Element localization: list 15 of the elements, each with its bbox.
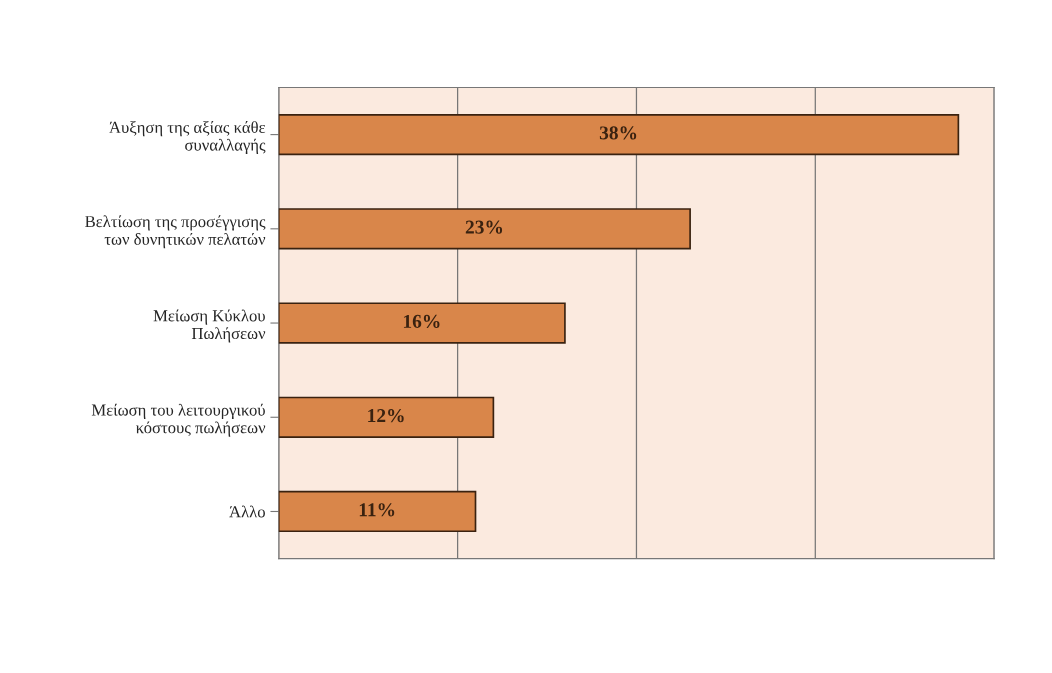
bar [278,396,495,438]
bar [278,208,691,250]
data-label: 12% [368,409,404,423]
bar [278,302,566,344]
y-tick-label: Βελτίωση της προσέγγισης των δυνητικών πελατών [85,215,266,249]
y-tick-label: Άλλο [229,505,265,518]
y-tick-label: Μείωση Κύκλου Πωλήσεων [153,309,266,343]
data-label: 38% [599,126,637,140]
data-label: 23% [465,220,503,234]
data-label: 16% [403,314,440,328]
bar [278,113,960,156]
bar [278,490,477,533]
y-tick-label: Άυξηση της αξίας κάθε συναλλαγής [109,121,266,155]
data-label: 11% [359,503,395,517]
y-tick-label: Μείωση του λειτουργικού κόστους πωλήσεων [91,403,266,437]
